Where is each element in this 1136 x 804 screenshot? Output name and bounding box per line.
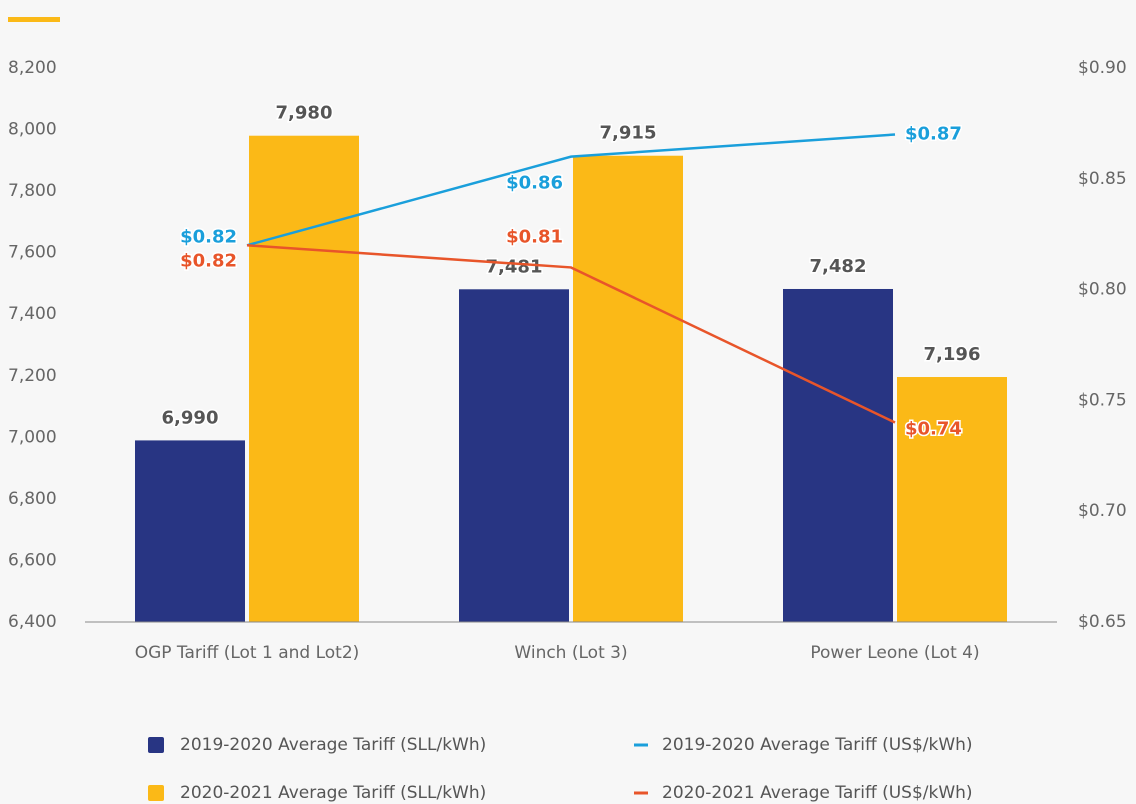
x-tick-label: OGP Tariff (Lot 1 and Lot2) <box>135 643 360 663</box>
bar-value-label: 7,482 <box>810 256 867 277</box>
bar <box>249 135 359 622</box>
legend-label: 2019-2020 Average Tariff (US$/kWh) <box>662 735 973 755</box>
y-tick-label: 7,600 <box>8 243 57 263</box>
legend-label: 2020-2021 Average Tariff (SLL/kWh) <box>180 783 486 803</box>
line-series <box>246 244 896 424</box>
y-tick-label: 6,400 <box>8 612 57 632</box>
y2-tick-label: $0.90 <box>1078 58 1127 78</box>
accent-bar <box>8 17 60 22</box>
bar-value-label: 7,196 <box>924 344 981 365</box>
y2-tick-label: $0.75 <box>1078 390 1127 410</box>
bar-value-label: 7,915 <box>600 123 657 144</box>
bar-value-label: 7,481 <box>486 256 543 277</box>
bar-value-label: 6,990 <box>162 407 219 428</box>
y-tick-label: 6,600 <box>8 550 57 570</box>
y-tick-label: 8,200 <box>8 58 57 78</box>
line-value-label: $0.82 <box>180 226 237 247</box>
legend-label: 2019-2020 Average Tariff (SLL/kWh) <box>180 735 486 755</box>
legend-swatch <box>634 791 648 795</box>
y-tick-label: 7,200 <box>8 366 57 386</box>
bar <box>459 289 569 622</box>
x-tick-label: Winch (Lot 3) <box>514 643 627 663</box>
bar <box>783 288 893 622</box>
bar-value-label: 7,980 <box>276 103 333 124</box>
line-value-label: $0.82 <box>180 250 237 271</box>
y-tick-label: 8,000 <box>8 120 57 140</box>
y2-tick-label: $0.70 <box>1078 501 1127 521</box>
y-tick-label: 7,800 <box>8 181 57 201</box>
bar <box>897 377 1007 622</box>
bar <box>135 440 245 622</box>
y-tick-label: 7,400 <box>8 304 57 324</box>
line-value-label: $0.81 <box>506 226 563 247</box>
y2-tick-label: $0.80 <box>1078 280 1127 300</box>
y2-tick-label: $0.85 <box>1078 169 1127 189</box>
line-value-label: $0.86 <box>506 173 563 194</box>
line-series <box>246 133 896 247</box>
legend-swatch <box>634 743 648 747</box>
y-tick-label: 6,800 <box>8 489 57 509</box>
line-value-label: $0.74 <box>905 419 962 440</box>
legend-swatch <box>148 737 164 753</box>
y2-tick-label: $0.65 <box>1078 612 1127 632</box>
line-value-label: $0.87 <box>905 123 962 144</box>
x-tick-label: Power Leone (Lot 4) <box>810 643 979 663</box>
legend-swatch <box>148 785 164 801</box>
y-tick-label: 7,000 <box>8 427 57 447</box>
bar <box>573 155 683 622</box>
legend-label: 2020-2021 Average Tariff (US$/kWh) <box>662 783 973 803</box>
